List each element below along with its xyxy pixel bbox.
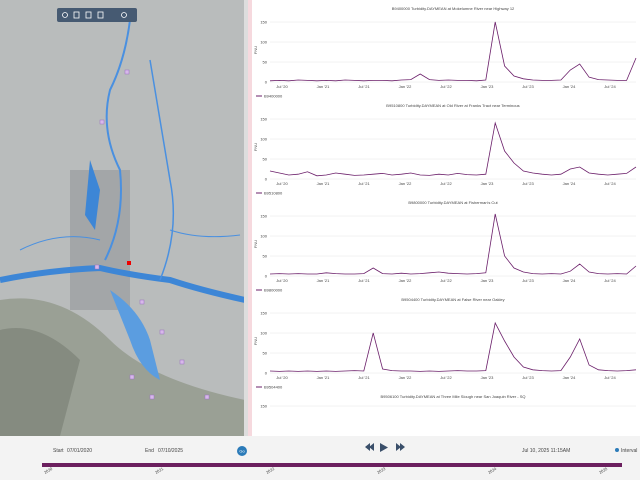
timeline-label: 2023 [376, 466, 387, 475]
panel-title: B9800000 Turbidity.DAYMEAN at Fisherman'… [408, 200, 498, 205]
x-tick-label: Jan '21 [317, 278, 331, 283]
y-tick-label: 100 [260, 331, 267, 336]
y-tick-label: 0 [265, 177, 268, 182]
end-date[interactable]: 07/10/2025 [158, 448, 183, 454]
x-tick-label: Jul '23 [522, 181, 534, 186]
x-tick-label: Jan '24 [563, 375, 577, 380]
interval[interactable]: Interval [621, 448, 637, 454]
bottom-bar: Start 07/01/2020 End 07/10/2025 Go Jul 1… [0, 436, 640, 480]
panel-title: B9400000 Turbidity.DAYMEAN at Mokelumne … [392, 6, 515, 11]
go-button[interactable] [237, 446, 247, 456]
series-line [269, 213, 637, 275]
x-tick-label: Jul '24 [604, 84, 616, 89]
x-tick-label: Jan '21 [317, 375, 331, 380]
x-tick-label: Jul '22 [440, 181, 452, 186]
series-line [269, 21, 637, 82]
y-tick-label: 50 [263, 254, 268, 259]
x-tick-label: Jan '23 [481, 84, 495, 89]
x-tick-label: Jul '24 [604, 375, 616, 380]
x-tick-label: Jul '20 [276, 181, 288, 186]
timeline-label: 2024 [487, 466, 498, 475]
series-line [269, 321, 637, 372]
y-tick-label: 50 [263, 351, 268, 356]
legend-label: B9504400 [264, 385, 283, 390]
timeline-label: 2025 [598, 466, 609, 475]
y-tick-label: 150 [260, 117, 267, 122]
y-axis-label: FNU [253, 46, 258, 54]
x-tick-label: Jul '20 [276, 278, 288, 283]
start-date[interactable]: 07/01/2020 [67, 448, 92, 454]
panel-title: B9504400 Turbidity.DAYMEAN at False Rive… [401, 297, 504, 302]
y-tick-label: 150 [260, 404, 267, 409]
panel-title: B9506100 Turbidity.DAYMEAN at Three Mile… [381, 394, 526, 399]
timeline-label: 2022 [265, 466, 276, 475]
splitter[interactable] [244, 0, 248, 436]
x-tick-label: Jan '23 [481, 181, 495, 186]
x-tick-label: Jan '23 [481, 278, 495, 283]
x-tick-label: Jul '24 [604, 181, 616, 186]
y-tick-label: 100 [260, 137, 267, 142]
y-tick-label: 100 [260, 234, 267, 239]
x-tick-label: Jan '24 [563, 84, 577, 89]
x-tick-label: Jan '22 [399, 375, 413, 380]
y-axis-label: FNU [253, 240, 258, 248]
x-tick-label: Jan '22 [399, 84, 413, 89]
x-tick-label: Jan '22 [399, 181, 413, 186]
y-tick-label: 150 [260, 214, 267, 219]
x-tick-label: Jan '22 [399, 278, 413, 283]
charts: B9400000 Turbidity.DAYMEAN at Mokelumne … [253, 6, 637, 409]
map [0, 0, 246, 436]
legend-label: B9510800 [264, 191, 283, 196]
start-label: Start [53, 448, 64, 454]
x-tick-label: Jul '24 [604, 278, 616, 283]
x-tick-label: Jul '22 [440, 84, 452, 89]
x-tick-label: Jul '20 [276, 84, 288, 89]
y-tick-label: 0 [265, 371, 268, 376]
x-tick-label: Jul '21 [358, 181, 370, 186]
y-tick-label: 0 [265, 274, 268, 279]
current-time: Jul 10, 2025 11:15AM [522, 448, 570, 454]
series-line [269, 121, 637, 177]
panel-edge [248, 0, 252, 436]
x-tick-label: Jul '21 [358, 278, 370, 283]
end-label: End [145, 448, 154, 454]
x-tick-label: Jul '22 [440, 278, 452, 283]
x-tick-label: Jan '21 [317, 84, 331, 89]
x-tick-label: Jul '21 [358, 375, 370, 380]
timeline-bar[interactable] [42, 463, 622, 467]
y-tick-label: 150 [260, 311, 267, 316]
timeline-label: 2021 [154, 466, 165, 475]
x-tick-label: Jul '23 [522, 84, 534, 89]
y-tick-label: 50 [263, 60, 268, 65]
legend-label: B9800000 [264, 288, 283, 293]
y-tick-label: 100 [260, 40, 267, 45]
x-tick-label: Jul '21 [358, 84, 370, 89]
x-tick-label: Jul '23 [522, 375, 534, 380]
x-tick-label: Jul '22 [440, 375, 452, 380]
x-tick-label: Jan '21 [317, 181, 331, 186]
x-tick-label: Jul '23 [522, 278, 534, 283]
y-axis-label: FNU [253, 337, 258, 345]
x-tick-label: Jan '23 [481, 375, 495, 380]
y-tick-label: 150 [260, 20, 267, 25]
x-tick-label: Jan '24 [563, 278, 577, 283]
y-tick-label: 0 [265, 80, 268, 85]
x-tick-label: Jul '20 [276, 375, 288, 380]
y-tick-label: 50 [263, 157, 268, 162]
x-tick-label: Jan '24 [563, 181, 577, 186]
y-axis-label: FNU [253, 143, 258, 151]
go-label[interactable]: Go [239, 449, 245, 454]
timeline-label: 2020 [43, 466, 54, 475]
playback[interactable] [365, 443, 405, 452]
legend-label: B9400000 [264, 94, 283, 99]
panel-title: B9510800 Turbidity.DAYMEAN at Old River … [386, 103, 519, 108]
